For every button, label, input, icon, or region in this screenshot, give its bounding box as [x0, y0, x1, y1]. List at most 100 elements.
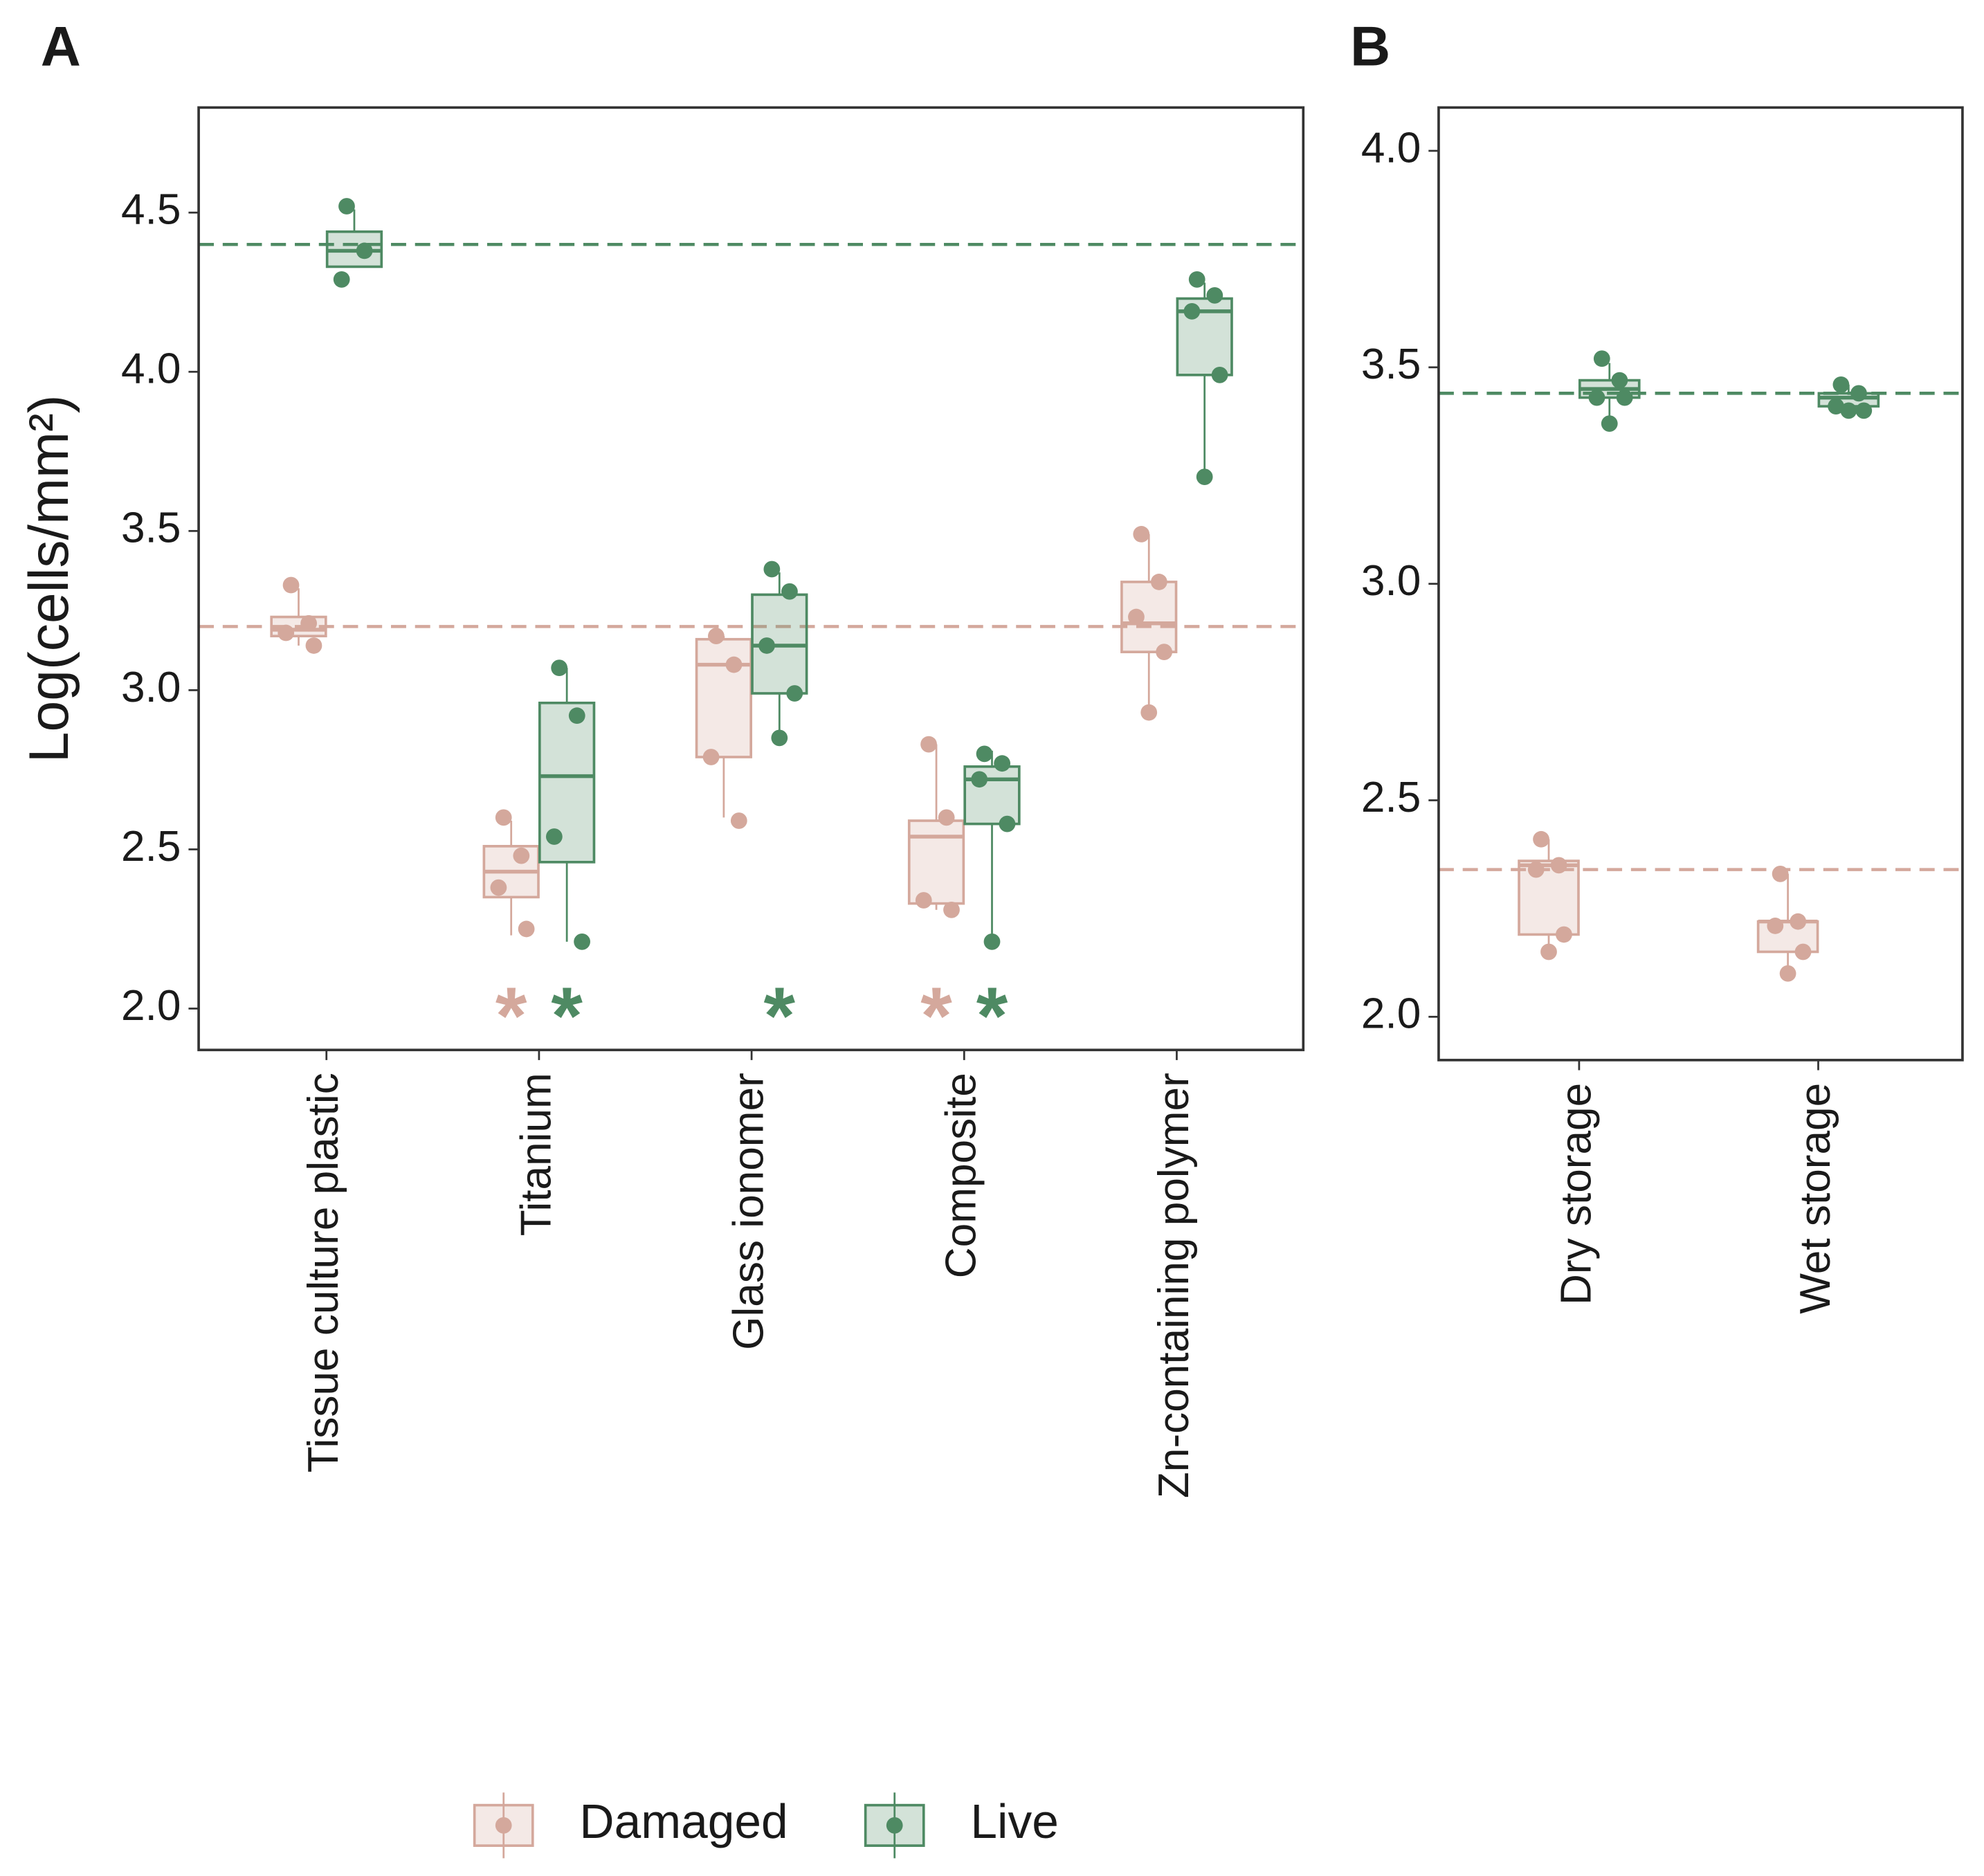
significance-label: * [764, 970, 796, 1061]
data-point [1588, 389, 1605, 406]
y-tick-label: 3.0 [121, 664, 181, 711]
data-point [1206, 286, 1223, 304]
legend-key-dot [886, 1816, 903, 1834]
data-point [495, 809, 512, 826]
plot-frame [197, 106, 1305, 1052]
data-point [1196, 468, 1213, 485]
data-point [1150, 574, 1167, 590]
y-tick-label: 4.0 [1361, 124, 1421, 172]
data-point [1616, 389, 1633, 406]
data-point [786, 685, 803, 702]
data-point [702, 749, 720, 765]
y-tick-label: 3.0 [1361, 557, 1421, 605]
data-point [1593, 350, 1610, 367]
data-point [1855, 402, 1873, 419]
significance-label: * [920, 970, 952, 1061]
data-point [513, 847, 530, 864]
data-point [551, 659, 568, 677]
data-point [1828, 398, 1844, 415]
data-point [758, 637, 775, 654]
data-point [1779, 965, 1796, 982]
data-point [1211, 366, 1228, 383]
y-tick-label: 2.5 [121, 823, 181, 871]
y-tick-label: 3.5 [1361, 340, 1421, 388]
legend-key-dot [495, 1816, 512, 1834]
significance-label: * [551, 970, 583, 1061]
data-point [1133, 526, 1150, 543]
data-point [920, 736, 937, 753]
data-point [1540, 943, 1557, 960]
y-tick-label: 4.5 [121, 186, 181, 234]
data-point [545, 828, 563, 845]
data-point [333, 271, 350, 288]
panel-label: A [41, 15, 81, 78]
data-point [1772, 865, 1789, 882]
x-tick-label: Tissue culture plastic [300, 1073, 347, 1473]
data-point [781, 583, 798, 600]
data-point [943, 901, 960, 918]
data-point [1794, 943, 1812, 960]
data-point [1601, 415, 1618, 432]
legend-label: Live [970, 1794, 1058, 1848]
data-point [568, 707, 585, 725]
plot-frame [1437, 106, 1964, 1062]
y-tick-label: 4.0 [121, 345, 181, 393]
data-point [1790, 913, 1807, 930]
data-point [1156, 644, 1173, 661]
data-point [305, 637, 322, 654]
y-tick-label: 3.5 [121, 504, 181, 552]
data-point [1840, 402, 1857, 419]
data-point [983, 933, 1001, 950]
data-point [490, 879, 507, 896]
data-point [282, 576, 300, 594]
data-point [976, 745, 993, 763]
data-point [1850, 385, 1867, 402]
data-point [1140, 704, 1158, 721]
data-point [1767, 918, 1784, 934]
x-tick-label: Zn-containing polymer [1150, 1073, 1198, 1498]
box [695, 637, 753, 758]
y-tick-label: 2.5 [1361, 774, 1421, 821]
data-point [725, 656, 743, 673]
x-tick-label: Wet storage [1792, 1083, 1839, 1314]
y-axis-label: Log(cells/mm²) [18, 394, 80, 763]
data-point [1188, 271, 1205, 288]
data-point [1527, 861, 1545, 878]
data-point [1533, 830, 1549, 848]
data-point [338, 198, 355, 215]
box [907, 819, 965, 905]
box [538, 701, 596, 864]
significance-label: * [976, 970, 1008, 1061]
data-point [300, 614, 318, 632]
data-point [708, 628, 725, 645]
y-tick-label: 2.0 [1361, 990, 1421, 1038]
data-point [1183, 302, 1201, 320]
data-point [1832, 376, 1850, 393]
data-point [574, 933, 590, 950]
data-point [938, 809, 955, 826]
data-point [771, 729, 788, 747]
significance-label: * [495, 970, 527, 1061]
data-point [1550, 857, 1567, 874]
y-tick-label: 2.0 [121, 982, 181, 1030]
x-tick-label: Composite [938, 1073, 985, 1278]
data-point [518, 920, 535, 938]
box [270, 615, 327, 637]
data-point [999, 815, 1016, 832]
panel-label: B [1350, 15, 1390, 78]
x-tick-label: Titanium [512, 1073, 560, 1236]
box [1518, 859, 1580, 936]
data-point [1611, 372, 1628, 389]
data-point [915, 892, 932, 909]
data-point [971, 771, 988, 788]
x-tick-label: Dry storage [1552, 1083, 1600, 1305]
data-point [1128, 608, 1145, 626]
data-point [1556, 926, 1572, 943]
data-point [277, 624, 295, 641]
x-tick-label: Glass ionomer [725, 1073, 773, 1350]
data-point [356, 242, 373, 259]
data-point [994, 755, 1011, 772]
data-point [763, 561, 781, 578]
data-point [730, 812, 747, 829]
